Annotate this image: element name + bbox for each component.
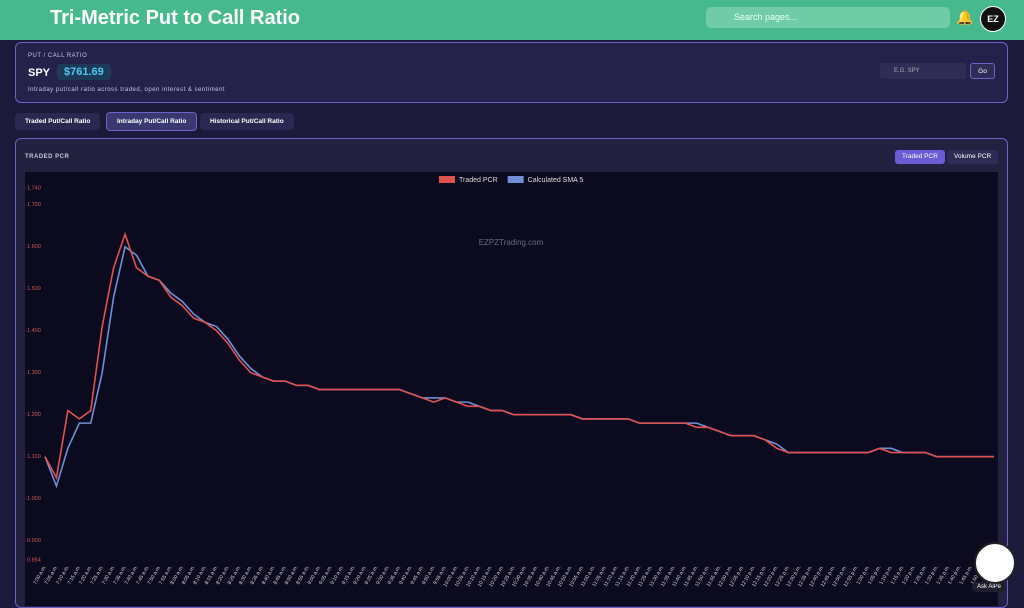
price: $761.69 [57,64,111,80]
y-tick-label: 0.900 [27,538,41,544]
legend-swatch [439,176,455,183]
y-tick-label: 0.854 [27,557,41,563]
ask-button[interactable]: Ask AiPe [972,582,1007,592]
go-button[interactable]: Go [970,63,995,79]
watermark: EZPZTrading.com [479,238,544,247]
toggle-active[interactable]: Traded PCR [895,150,945,164]
section-title: TRADED PCR [25,154,70,160]
bell-icon[interactable]: 🔔 [956,9,974,25]
y-tick-label: 1.300 [27,370,41,376]
avatar[interactable]: EZ [980,6,1006,32]
ticker-panel [15,42,1008,103]
y-tick-label: 1.700 [27,202,41,208]
chart: EZPZTrading.com 0.854 0.900 1.000 1.100 1.20… [25,172,998,606]
plot-bg [25,172,998,606]
toggle[interactable]: Volume PCR [947,150,999,164]
ticker: SPY [28,67,51,79]
y-tick-label: 1.000 [27,496,41,502]
legend-label: Traded PCR [459,177,498,184]
assistant-avatar[interactable] [974,542,1016,584]
y-tick-label: 1.500 [27,286,41,292]
ticker-input[interactable]: E.G. SPY [880,63,966,79]
y-tick-label: 1.100 [27,454,41,460]
tab-active[interactable]: Intraday Put/Call Ratio [106,112,198,131]
tab[interactable]: Historical Put/Call Ratio [200,113,294,130]
legend-swatch [507,176,524,183]
y-tick-label: 1.740 [27,185,41,191]
legend-label: Calculated SMA 5 [528,177,584,184]
panel-description: Intraday put/call ratio across traded, o… [28,87,226,93]
search-box[interactable]: Search pages... [706,7,950,28]
page-title: Tri-Metric Put to Call Ratio [50,7,301,29]
y-tick-label: 1.200 [27,412,41,418]
panel-label: PUT / CALL RATIO [28,53,88,59]
line-series [44,231,994,481]
y-tick-label: 1.600 [27,244,41,250]
tab[interactable]: Traded Put/Call Ratio [15,113,101,130]
y-tick-label: 1.400 [27,328,41,334]
